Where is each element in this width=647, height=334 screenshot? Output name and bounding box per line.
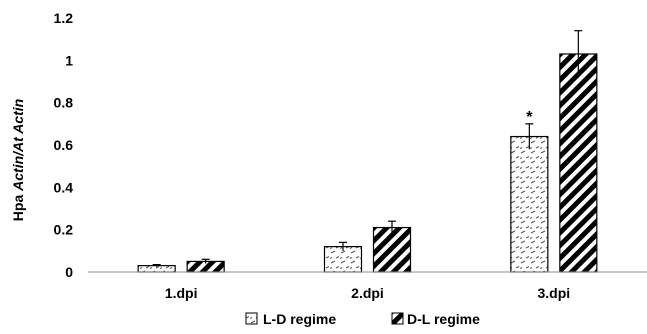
y-tick-label: 1.2 — [54, 10, 74, 26]
y-tick-label: 0.2 — [54, 222, 74, 238]
bars-group — [137, 53, 598, 273]
y-axis-ticks: 0 0.2 0.4 0.6 0.8 1 1.2 — [54, 10, 74, 280]
x-tick-label: 3.dpi — [537, 285, 570, 301]
bar — [323, 246, 363, 273]
bar — [559, 53, 598, 273]
x-tick-label: 1.dpi — [165, 285, 198, 301]
y-tick-label: 0 — [65, 264, 73, 280]
y-axis-label-italic: Actin/At Actin — [10, 99, 26, 192]
x-tick-label: 2.dpi — [351, 285, 384, 301]
y-axis-label-prefix: Hpa — [10, 191, 26, 221]
x-axis-ticks: 1.dpi 2.dpi 3.dpi — [165, 285, 570, 301]
legend-label-ld: L-D regime — [263, 311, 336, 327]
bar — [510, 135, 549, 273]
legend-swatch-ld — [245, 312, 258, 325]
legend-swatch-dl — [391, 312, 404, 325]
y-tick-label: 0.4 — [54, 179, 74, 195]
y-tick-label: 1 — [65, 52, 73, 68]
legend-label-dl: D-L regime — [407, 311, 480, 327]
y-axis-label: Hpa Actin/At Actin — [10, 99, 26, 221]
annotations-group: * — [526, 109, 533, 126]
error-bars-group — [152, 30, 583, 267]
y-tick-label: 0.6 — [54, 137, 74, 153]
y-tick-label: 0.8 — [54, 95, 74, 111]
significance-marker: * — [526, 109, 533, 126]
legend: L-D regime D-L regime — [245, 311, 480, 327]
bar — [372, 226, 412, 273]
